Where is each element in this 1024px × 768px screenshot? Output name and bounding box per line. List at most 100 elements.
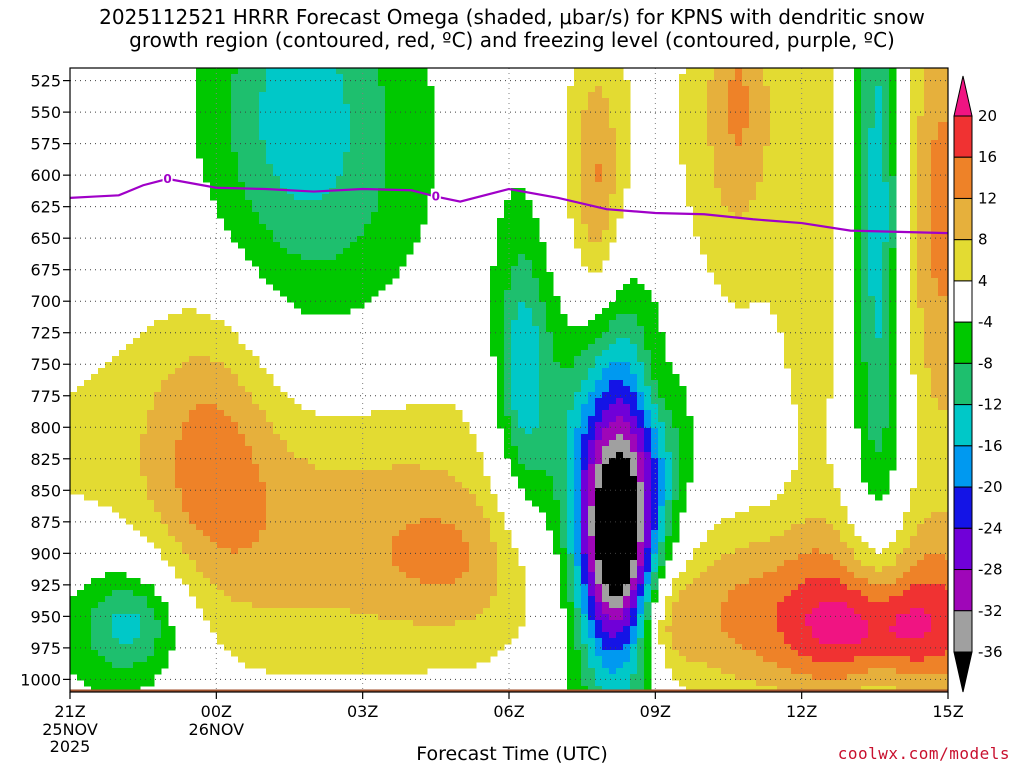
- omega-cell: [336, 530, 344, 537]
- omega-cell: [336, 632, 344, 639]
- omega-cell: [147, 590, 155, 597]
- omega-cell: [252, 254, 260, 261]
- omega-cell: [308, 194, 316, 201]
- omega-cell: [315, 308, 323, 315]
- omega-cell: [252, 494, 260, 501]
- omega-cell: [252, 434, 260, 441]
- omega-cell: [217, 524, 225, 531]
- omega-cell: [434, 656, 442, 663]
- omega-cell: [581, 92, 589, 99]
- omega-cell: [147, 596, 155, 603]
- omega-cell: [336, 650, 344, 657]
- omega-cell: [210, 482, 218, 489]
- omega-cell: [567, 404, 575, 411]
- omega-cell: [350, 68, 358, 75]
- omega-cell: [294, 512, 302, 519]
- omega-cell: [308, 74, 316, 81]
- omega-cell: [329, 68, 337, 75]
- omega-cell: [504, 326, 512, 333]
- omega-cell: [196, 68, 204, 75]
- omega-cell: [210, 494, 218, 501]
- omega-cell: [266, 578, 274, 585]
- omega-cell: [175, 386, 183, 393]
- omega-cell: [399, 410, 407, 417]
- omega-cell: [553, 380, 561, 387]
- omega-cell: [287, 212, 295, 219]
- omega-cell: [385, 200, 393, 207]
- omega-cell: [441, 428, 449, 435]
- omega-cell: [518, 248, 526, 255]
- omega-cell: [231, 86, 239, 93]
- omega-cell: [392, 608, 400, 615]
- omega-cell: [490, 584, 498, 591]
- omega-cell: [294, 98, 302, 105]
- omega-cell: [336, 290, 344, 297]
- omega-cell: [399, 650, 407, 657]
- omega-cell: [553, 446, 561, 453]
- omega-cell: [126, 428, 134, 435]
- omega-cell: [343, 584, 351, 591]
- omega-cell: [455, 542, 463, 549]
- omega-cell: [224, 194, 232, 201]
- omega-cell: [343, 68, 351, 75]
- omega-cell: [287, 542, 295, 549]
- omega-cell: [511, 212, 519, 219]
- omega-cell: [413, 146, 421, 153]
- omega-cell: [161, 470, 169, 477]
- omega-cell: [224, 146, 232, 153]
- omega-cell: [581, 650, 589, 657]
- omega-cell: [525, 302, 533, 309]
- omega-cell: [350, 638, 358, 645]
- omega-cell: [574, 182, 582, 189]
- omega-cell: [119, 644, 127, 651]
- omega-cell: [315, 416, 323, 423]
- omega-cell: [602, 254, 610, 261]
- omega-cell: [357, 542, 365, 549]
- omega-cell: [441, 512, 449, 519]
- omega-cell: [98, 626, 106, 633]
- omega-cell: [238, 572, 246, 579]
- omega-cell: [497, 614, 505, 621]
- omega-cell: [91, 458, 99, 465]
- omega-cell: [231, 416, 239, 423]
- omega-cell: [581, 218, 589, 225]
- omega-cell: [574, 584, 582, 591]
- omega-cell: [581, 110, 589, 117]
- omega-cell: [609, 98, 617, 105]
- omega-cell: [196, 572, 204, 579]
- omega-cell: [371, 92, 379, 99]
- omega-cell: [525, 482, 533, 489]
- omega-cell: [126, 362, 134, 369]
- omega-cell: [567, 602, 575, 609]
- omega-cell: [574, 152, 582, 159]
- omega-cell: [287, 158, 295, 165]
- omega-cell: [343, 536, 351, 543]
- omega-cell: [595, 98, 603, 105]
- omega-cell: [210, 392, 218, 399]
- omega-cell: [329, 452, 337, 459]
- omega-cell: [161, 536, 169, 543]
- omega-cell: [427, 584, 435, 591]
- omega-cell: [392, 512, 400, 519]
- omega-cell: [602, 644, 610, 651]
- omega-cell: [350, 530, 358, 537]
- omega-cell: [147, 518, 155, 525]
- omega-cell: [525, 236, 533, 243]
- omega-cell: [525, 356, 533, 363]
- omega-cell: [560, 554, 568, 561]
- omega-cell: [280, 212, 288, 219]
- omega-cell: [343, 194, 351, 201]
- omega-cell: [497, 410, 505, 417]
- omega-cell: [175, 554, 183, 561]
- omega-cell: [378, 506, 386, 513]
- omega-cell: [203, 158, 211, 165]
- omega-cell: [483, 530, 491, 537]
- omega-cell: [70, 434, 78, 441]
- omega-cell: [574, 488, 582, 495]
- omega-cell: [168, 434, 176, 441]
- omega-cell: [182, 566, 190, 573]
- omega-cell: [161, 656, 169, 663]
- omega-cell: [273, 128, 281, 135]
- omega-cell: [574, 80, 582, 87]
- omega-cell: [210, 614, 218, 621]
